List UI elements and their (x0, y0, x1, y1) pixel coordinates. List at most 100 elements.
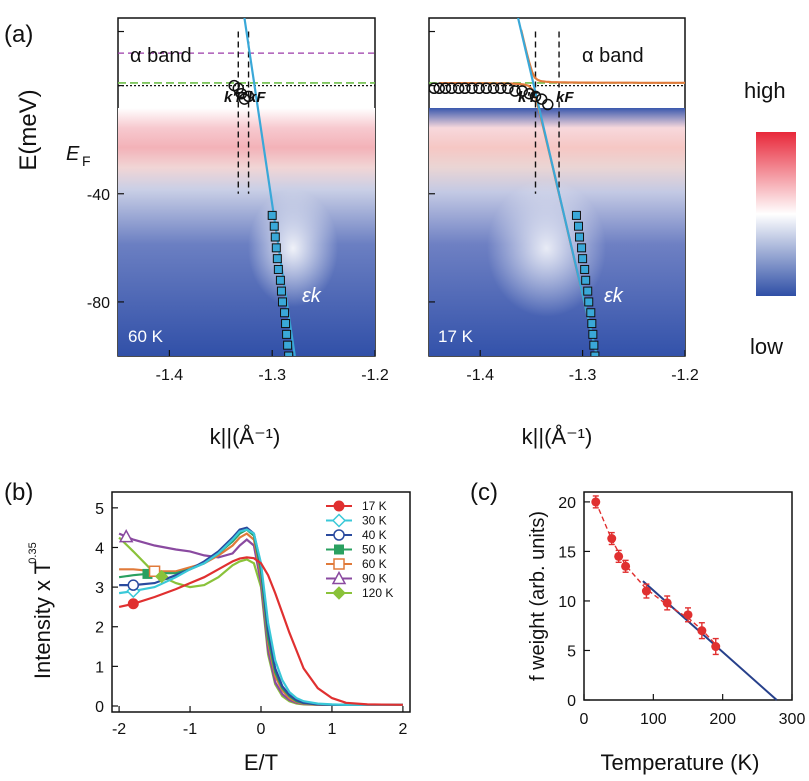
panel-label-a: (a) (4, 21, 33, 48)
kf-label: kF (556, 89, 574, 106)
edc-peak-marker (583, 286, 593, 296)
mdc-peak-marker (494, 82, 507, 95)
panel-a-left: α band 60 K k'F kF εk -1.4 -1.3 -1.2 -40 -80 (87, 17, 389, 384)
edc-peak-marker (571, 210, 581, 220)
mdc-peak-marker (502, 82, 514, 95)
legend-label: 120 K (362, 586, 393, 600)
series-line (119, 526, 403, 706)
legend-label: 17 K (362, 499, 387, 513)
edc-peak-marker (584, 297, 594, 307)
x-tick-label: 1 (327, 721, 336, 738)
y-tick-label: 20 (558, 495, 576, 512)
y-tick-label: 0 (567, 693, 576, 710)
panel-c: 0 100 200 300 0 5 10 15 20 Temperature (K) f wei… (527, 491, 806, 775)
x-tick-label: -1.4 (156, 367, 184, 384)
edc-peak-marker (275, 275, 285, 285)
colorbar-gradient (756, 132, 796, 296)
series-line (118, 528, 403, 706)
y-tick-label: 5 (567, 643, 576, 660)
panel-a-ylabel: E(meV) (15, 89, 42, 170)
x-tick-label: -2 (112, 721, 126, 738)
edc-peak-marker (276, 286, 286, 296)
series-marker (154, 569, 169, 584)
x-tick-label: -1.4 (466, 367, 494, 384)
x-tick-label: -1.3 (258, 367, 286, 384)
hybridized-upper-band (520, 29, 685, 84)
data-point (662, 598, 672, 608)
edc-peak-marker (588, 329, 598, 339)
kf-prime-label: k'F (518, 89, 540, 106)
edc-peak-marker (271, 243, 281, 253)
series-marker (334, 544, 344, 555)
legend-label: 40 K (362, 528, 387, 542)
data-point (591, 497, 601, 507)
colorbar-low-label: low (750, 334, 783, 359)
mdc-peak-marker (487, 82, 500, 95)
dispersion-label: εk (604, 285, 624, 307)
ef-label: E (66, 143, 80, 165)
mdc-peak-marker (429, 82, 440, 95)
edc-peak-marker (580, 264, 590, 274)
edc-peak-marker (590, 351, 600, 356)
panel-c-ylabel: f weight (arb. units) (527, 511, 549, 681)
series-marker (148, 565, 161, 578)
y-tick-label: 0 (95, 699, 104, 716)
x-tick-label: -1.2 (361, 367, 389, 384)
series-marker (333, 558, 345, 570)
x-tick-label: 300 (779, 711, 806, 728)
y-tick-label: -80 (87, 295, 110, 312)
linear-fit-line (642, 580, 778, 701)
edc-peak-marker (284, 351, 294, 356)
kf-prime-label: k'F (224, 89, 246, 106)
y-tick-label: 10 (558, 594, 576, 611)
panel-a-right: α band 17 K k'F kF εk -1.4 -1.3 -1.2 (428, 17, 699, 384)
x-tick-label: 0 (257, 721, 266, 738)
series-marker (142, 568, 153, 579)
edc-peak-marker (589, 340, 599, 350)
mdc-peak-marker (242, 90, 255, 103)
mdc-peak-marker (542, 98, 554, 111)
temperature-label: 17 K (438, 327, 474, 346)
series-marker (127, 579, 140, 591)
data-point (614, 551, 624, 561)
temperature-label: 60 K (128, 327, 164, 346)
edc-peak-marker (272, 254, 282, 264)
series-line (118, 556, 403, 706)
edc-peak-marker (586, 308, 596, 318)
band-title: α band (582, 45, 644, 67)
x-tick-label: 100 (640, 711, 667, 728)
data-point (641, 586, 651, 596)
mdc-peak-marker (529, 90, 542, 103)
panel-b-ylabel: Intensity x T (30, 561, 55, 679)
panel-a-left-xlabel: k||(Å⁻¹) (210, 424, 281, 449)
x-tick-label: 200 (709, 711, 736, 728)
data-point (607, 534, 617, 544)
x-tick-label: -1.2 (671, 367, 699, 384)
mdc-peak-marker (473, 82, 485, 95)
x-tick-label: 2 (398, 721, 407, 738)
mdc-peak-marker (466, 82, 478, 95)
dispersion-line (517, 18, 599, 356)
mdc-peak-marker (433, 82, 445, 95)
edc-peak-marker (587, 319, 597, 329)
series-marker (333, 500, 345, 512)
series-marker (118, 529, 134, 543)
heatmap-glow (470, 160, 640, 356)
y-tick-label: 15 (558, 544, 576, 561)
series-marker (332, 586, 346, 600)
panel-label-c: (c) (470, 479, 498, 506)
panel-b: -2 -1 0 1 2 0 1 2 3 4 5 17 K30 K40 K50 K60 K90 K12… (27, 491, 411, 775)
edc-peak-marker (269, 221, 279, 231)
series-marker (331, 570, 347, 585)
series-marker (127, 598, 139, 610)
dispersion-label: εk (302, 285, 322, 307)
mdc-peak-marker (439, 82, 452, 95)
edc-peak-marker (574, 221, 584, 231)
mdc-peak-marker (509, 85, 521, 97)
mdc-peak-marker (480, 82, 493, 95)
edc-peak-marker (270, 232, 280, 242)
legend-label: 60 K (362, 557, 387, 571)
guide-dashed-curve (595, 501, 717, 645)
x-tick-label: -1.3 (569, 367, 597, 384)
data-point (697, 626, 707, 636)
